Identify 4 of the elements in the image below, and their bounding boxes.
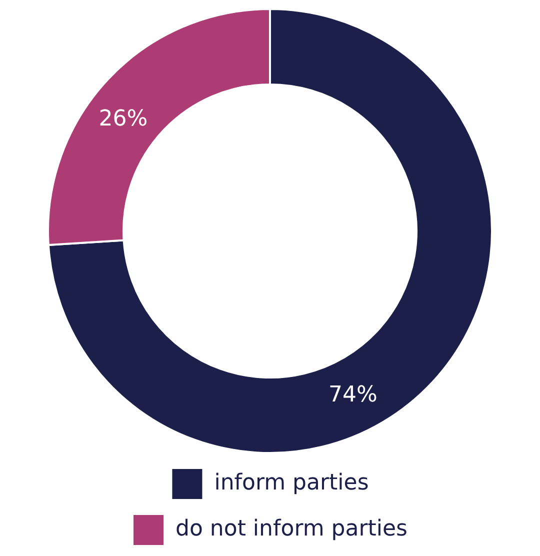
legend-label: do not inform parties (175, 516, 408, 542)
legend-label: inform parties (214, 470, 369, 496)
data-label: 74% (328, 382, 378, 408)
data-label: 26% (98, 106, 148, 132)
